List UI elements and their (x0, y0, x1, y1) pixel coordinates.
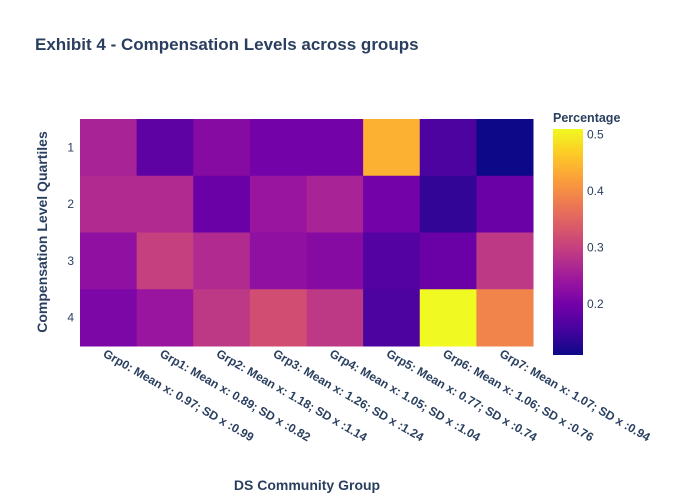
heatmap-cell (136, 119, 194, 177)
heatmap-cell (306, 289, 364, 347)
heatmap-cell (193, 119, 251, 177)
heatmap-cell (476, 119, 534, 177)
y-axis-title: Compensation Level Quartiles (34, 131, 50, 333)
heatmap-cell (419, 232, 477, 290)
heatmap-cell (249, 175, 308, 233)
heatmap-cell (476, 232, 534, 290)
y-tick-label: 2 (67, 197, 74, 211)
heatmap-cell (80, 289, 138, 347)
colorbar-tick-label: 0.2 (587, 297, 604, 311)
heatmap-cell (476, 289, 534, 347)
heatmap-cell (363, 175, 421, 233)
heatmap-cell (193, 175, 251, 233)
x-axis-title: DS Community Group (234, 477, 380, 493)
colorbar-title: Percentage (553, 111, 620, 125)
colorbar-tick-label: 0.3 (587, 241, 604, 255)
chart-title: Exhibit 4 - Compensation Levels across g… (35, 35, 419, 54)
heatmap-cell (249, 232, 308, 290)
heatmap-cell (249, 119, 308, 177)
colorbar-tick-label: 0.5 (587, 128, 604, 142)
heatmap-cell (419, 119, 477, 177)
y-tick-label: 3 (67, 254, 74, 268)
heatmap-cells (80, 119, 534, 347)
heatmap-cell (363, 232, 421, 290)
heatmap-cell (419, 289, 477, 347)
heatmap-cell (419, 175, 477, 233)
heatmap-cell (80, 232, 138, 290)
y-axis-ticks: 1 2 3 4 (67, 140, 74, 324)
heatmap-cell (136, 232, 194, 290)
heatmap-cell (306, 119, 364, 177)
heatmap-cell (306, 232, 364, 290)
heatmap-cell (136, 289, 194, 347)
heatmap-cell (363, 289, 421, 347)
colorbar (553, 129, 583, 355)
heatmap-cell (476, 175, 534, 233)
colorbar-tick-label: 0.4 (587, 184, 604, 198)
heatmap-cell (80, 119, 138, 177)
heatmap-cell (306, 175, 364, 233)
heatmap-cell (249, 289, 308, 347)
y-tick-label: 4 (67, 311, 74, 325)
heatmap-cell (363, 119, 421, 177)
heatmap-cell (193, 289, 251, 347)
heatmap-cell (193, 232, 251, 290)
heatmap-cell (80, 175, 138, 233)
colorbar-ticks: 0.2 0.3 0.4 0.5 (587, 128, 604, 312)
y-tick-label: 1 (67, 140, 74, 154)
heatmap-cell (136, 175, 194, 233)
